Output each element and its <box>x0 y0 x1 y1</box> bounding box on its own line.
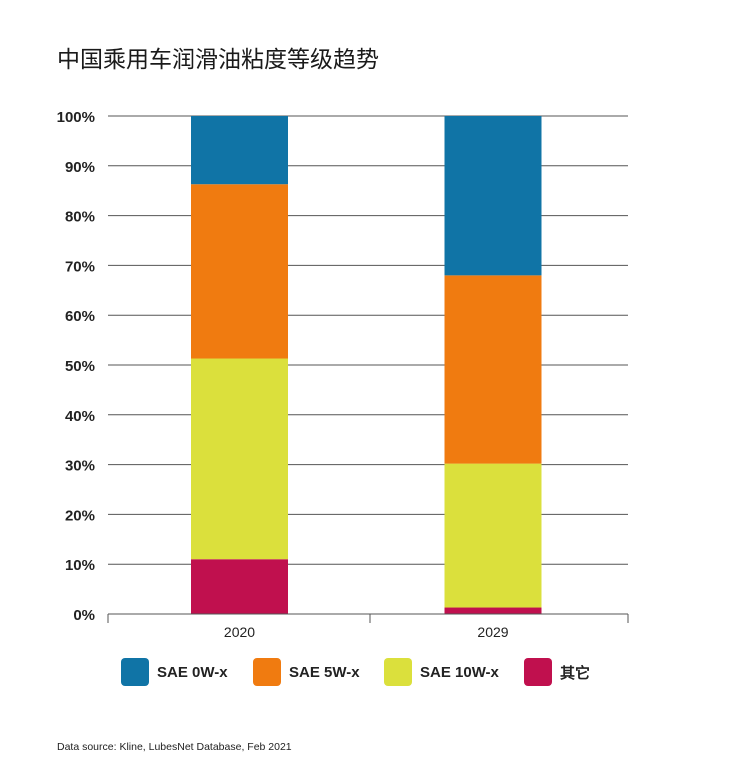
source-note: Data source: Kline, LubesNet Database, F… <box>57 741 292 753</box>
legend-item-sae-0w: SAE 0W-x <box>121 658 253 686</box>
y-tick-label: 10% <box>65 557 95 574</box>
legend-label-other: 其它 <box>560 664 591 682</box>
legend-item-sae-10w: SAE 10W-x <box>384 658 524 686</box>
bars <box>191 116 542 614</box>
y-tick-label: 40% <box>65 408 95 425</box>
bar-segment <box>191 184 288 359</box>
legend-label-sae-0w: SAE 0W-x <box>157 663 228 681</box>
y-tick-label: 30% <box>65 458 95 475</box>
legend-item-sae-5w: SAE 5W-x <box>253 658 384 686</box>
gridlines <box>108 115 628 565</box>
y-tick-label: 60% <box>65 308 95 325</box>
y-tick-label: 100% <box>57 109 95 126</box>
legend-swatch-sae-10w <box>384 658 412 686</box>
legend-swatch-sae-0w <box>121 658 149 686</box>
y-tick-label: 70% <box>65 258 95 275</box>
y-tick-label: 20% <box>65 507 95 524</box>
legend-label-sae-10w: SAE 10W-x <box>420 663 499 681</box>
legend-swatch-sae-5w <box>253 658 281 686</box>
legend: SAE 0W-x SAE 5W-x SAE 10W-x 其它 <box>121 658 590 686</box>
bar-segment <box>191 116 288 185</box>
bar-segment <box>444 116 542 276</box>
bar-segment <box>191 559 288 614</box>
y-tick-label: 90% <box>65 159 95 176</box>
legend-swatch-other <box>524 658 552 686</box>
axes: 0% 10% 20% 30% 40% 50% 60% 70% 80% 90% 100% 2020 202… <box>57 109 629 640</box>
y-tick-label: 80% <box>65 209 95 226</box>
legend-label-sae-5w: SAE 5W-x <box>289 663 360 681</box>
y-tick-label: 0% <box>73 607 95 624</box>
bar-segment <box>444 463 542 608</box>
x-tick-label: 2029 <box>477 624 508 640</box>
y-tick-label: 50% <box>65 358 95 375</box>
legend-item-other: 其它 <box>524 658 590 686</box>
bar-segment <box>191 358 288 560</box>
bar-segment <box>444 275 542 464</box>
bar-segment <box>444 607 542 614</box>
x-tick-label: 2020 <box>224 624 255 640</box>
chart-title: 中国乘用车润滑油粘度等级趋势 <box>57 46 379 72</box>
